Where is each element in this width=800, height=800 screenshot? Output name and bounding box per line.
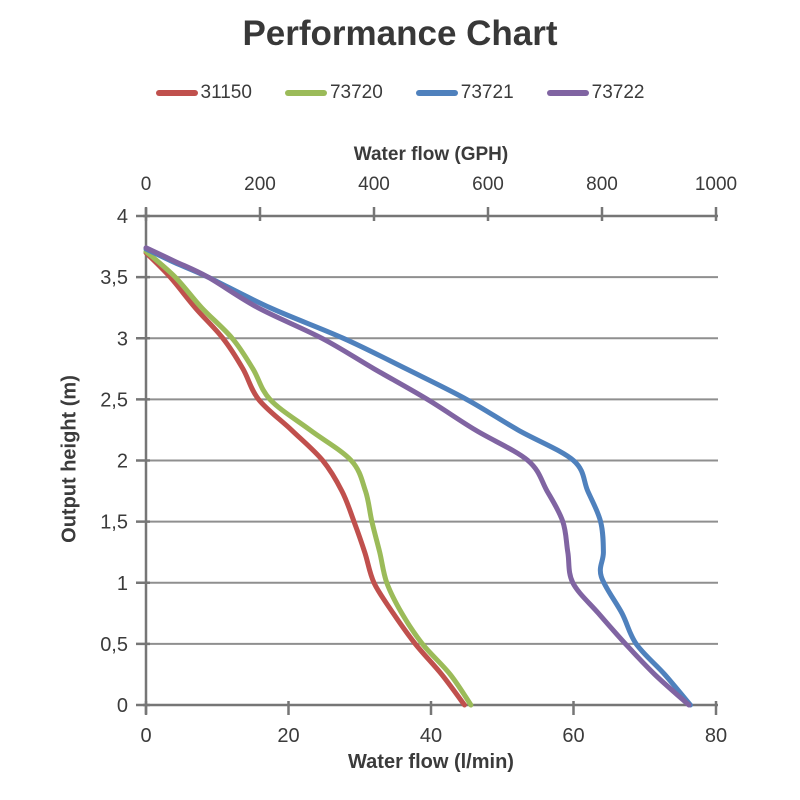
legend-label: 73720 bbox=[329, 82, 383, 103]
chart-title: Performance Chart bbox=[242, 14, 558, 53]
top-axis-title: Water flow (GPH) bbox=[353, 144, 509, 165]
legend-label: 73721 bbox=[460, 82, 514, 103]
y-axis-tick-label: 0 bbox=[117, 695, 128, 717]
top-axis-tick-label: 0 bbox=[141, 174, 152, 195]
legend-item-73722: 73722 bbox=[546, 82, 645, 104]
bottom-axis-tick-label: 60 bbox=[562, 725, 584, 747]
legend-swatch-31150 bbox=[155, 90, 198, 96]
legend-label: 31150 bbox=[200, 82, 252, 103]
top-axis-tick-label: 200 bbox=[244, 174, 276, 195]
legend-item-73720: 73720 bbox=[284, 82, 383, 104]
y-axis-tick-label: 2 bbox=[117, 451, 128, 473]
y-axis-tick-label: 1,5 bbox=[100, 512, 128, 534]
y-axis-tick-label: 3,5 bbox=[100, 267, 128, 289]
bottom-axis-tick-label: 0 bbox=[140, 725, 151, 747]
series-curve-73722 bbox=[143, 245, 692, 708]
y-axis-title: Output height (m) bbox=[58, 375, 81, 543]
series-curve-73720 bbox=[143, 249, 474, 708]
top-axis-tick-label: 400 bbox=[358, 174, 390, 195]
legend-label: 73722 bbox=[591, 82, 645, 103]
bottom-axis-tick-label: 40 bbox=[420, 725, 442, 747]
legend-swatch-73721 bbox=[415, 90, 458, 96]
bottom-axis-title: Water flow (l/min) bbox=[348, 751, 514, 773]
legend-swatch-73722 bbox=[546, 90, 589, 96]
series-curve-31150 bbox=[143, 250, 467, 708]
legend-item-31150: 31150 bbox=[155, 82, 252, 104]
y-axis-tick-label: 3 bbox=[117, 328, 128, 350]
legend-item-73721: 73721 bbox=[415, 82, 514, 104]
bottom-axis-tick-label: 20 bbox=[277, 725, 299, 747]
y-axis-tick-label: 4 bbox=[117, 206, 128, 228]
bottom-axis-tick-label: 80 bbox=[705, 725, 727, 747]
chart-legend: 31150 73720 73721 73722 bbox=[0, 82, 800, 104]
top-axis-tick-label: 600 bbox=[472, 174, 504, 195]
series-curve-73721 bbox=[143, 246, 693, 708]
top-axis-tick-label: 800 bbox=[586, 174, 618, 195]
y-axis-tick-label: 0,5 bbox=[100, 634, 128, 656]
top-axis-tick-label: 1000 bbox=[695, 174, 737, 195]
y-axis-tick-label: 1 bbox=[117, 573, 128, 595]
y-axis-tick-label: 2,5 bbox=[100, 389, 128, 411]
legend-swatch-73720 bbox=[284, 90, 327, 96]
